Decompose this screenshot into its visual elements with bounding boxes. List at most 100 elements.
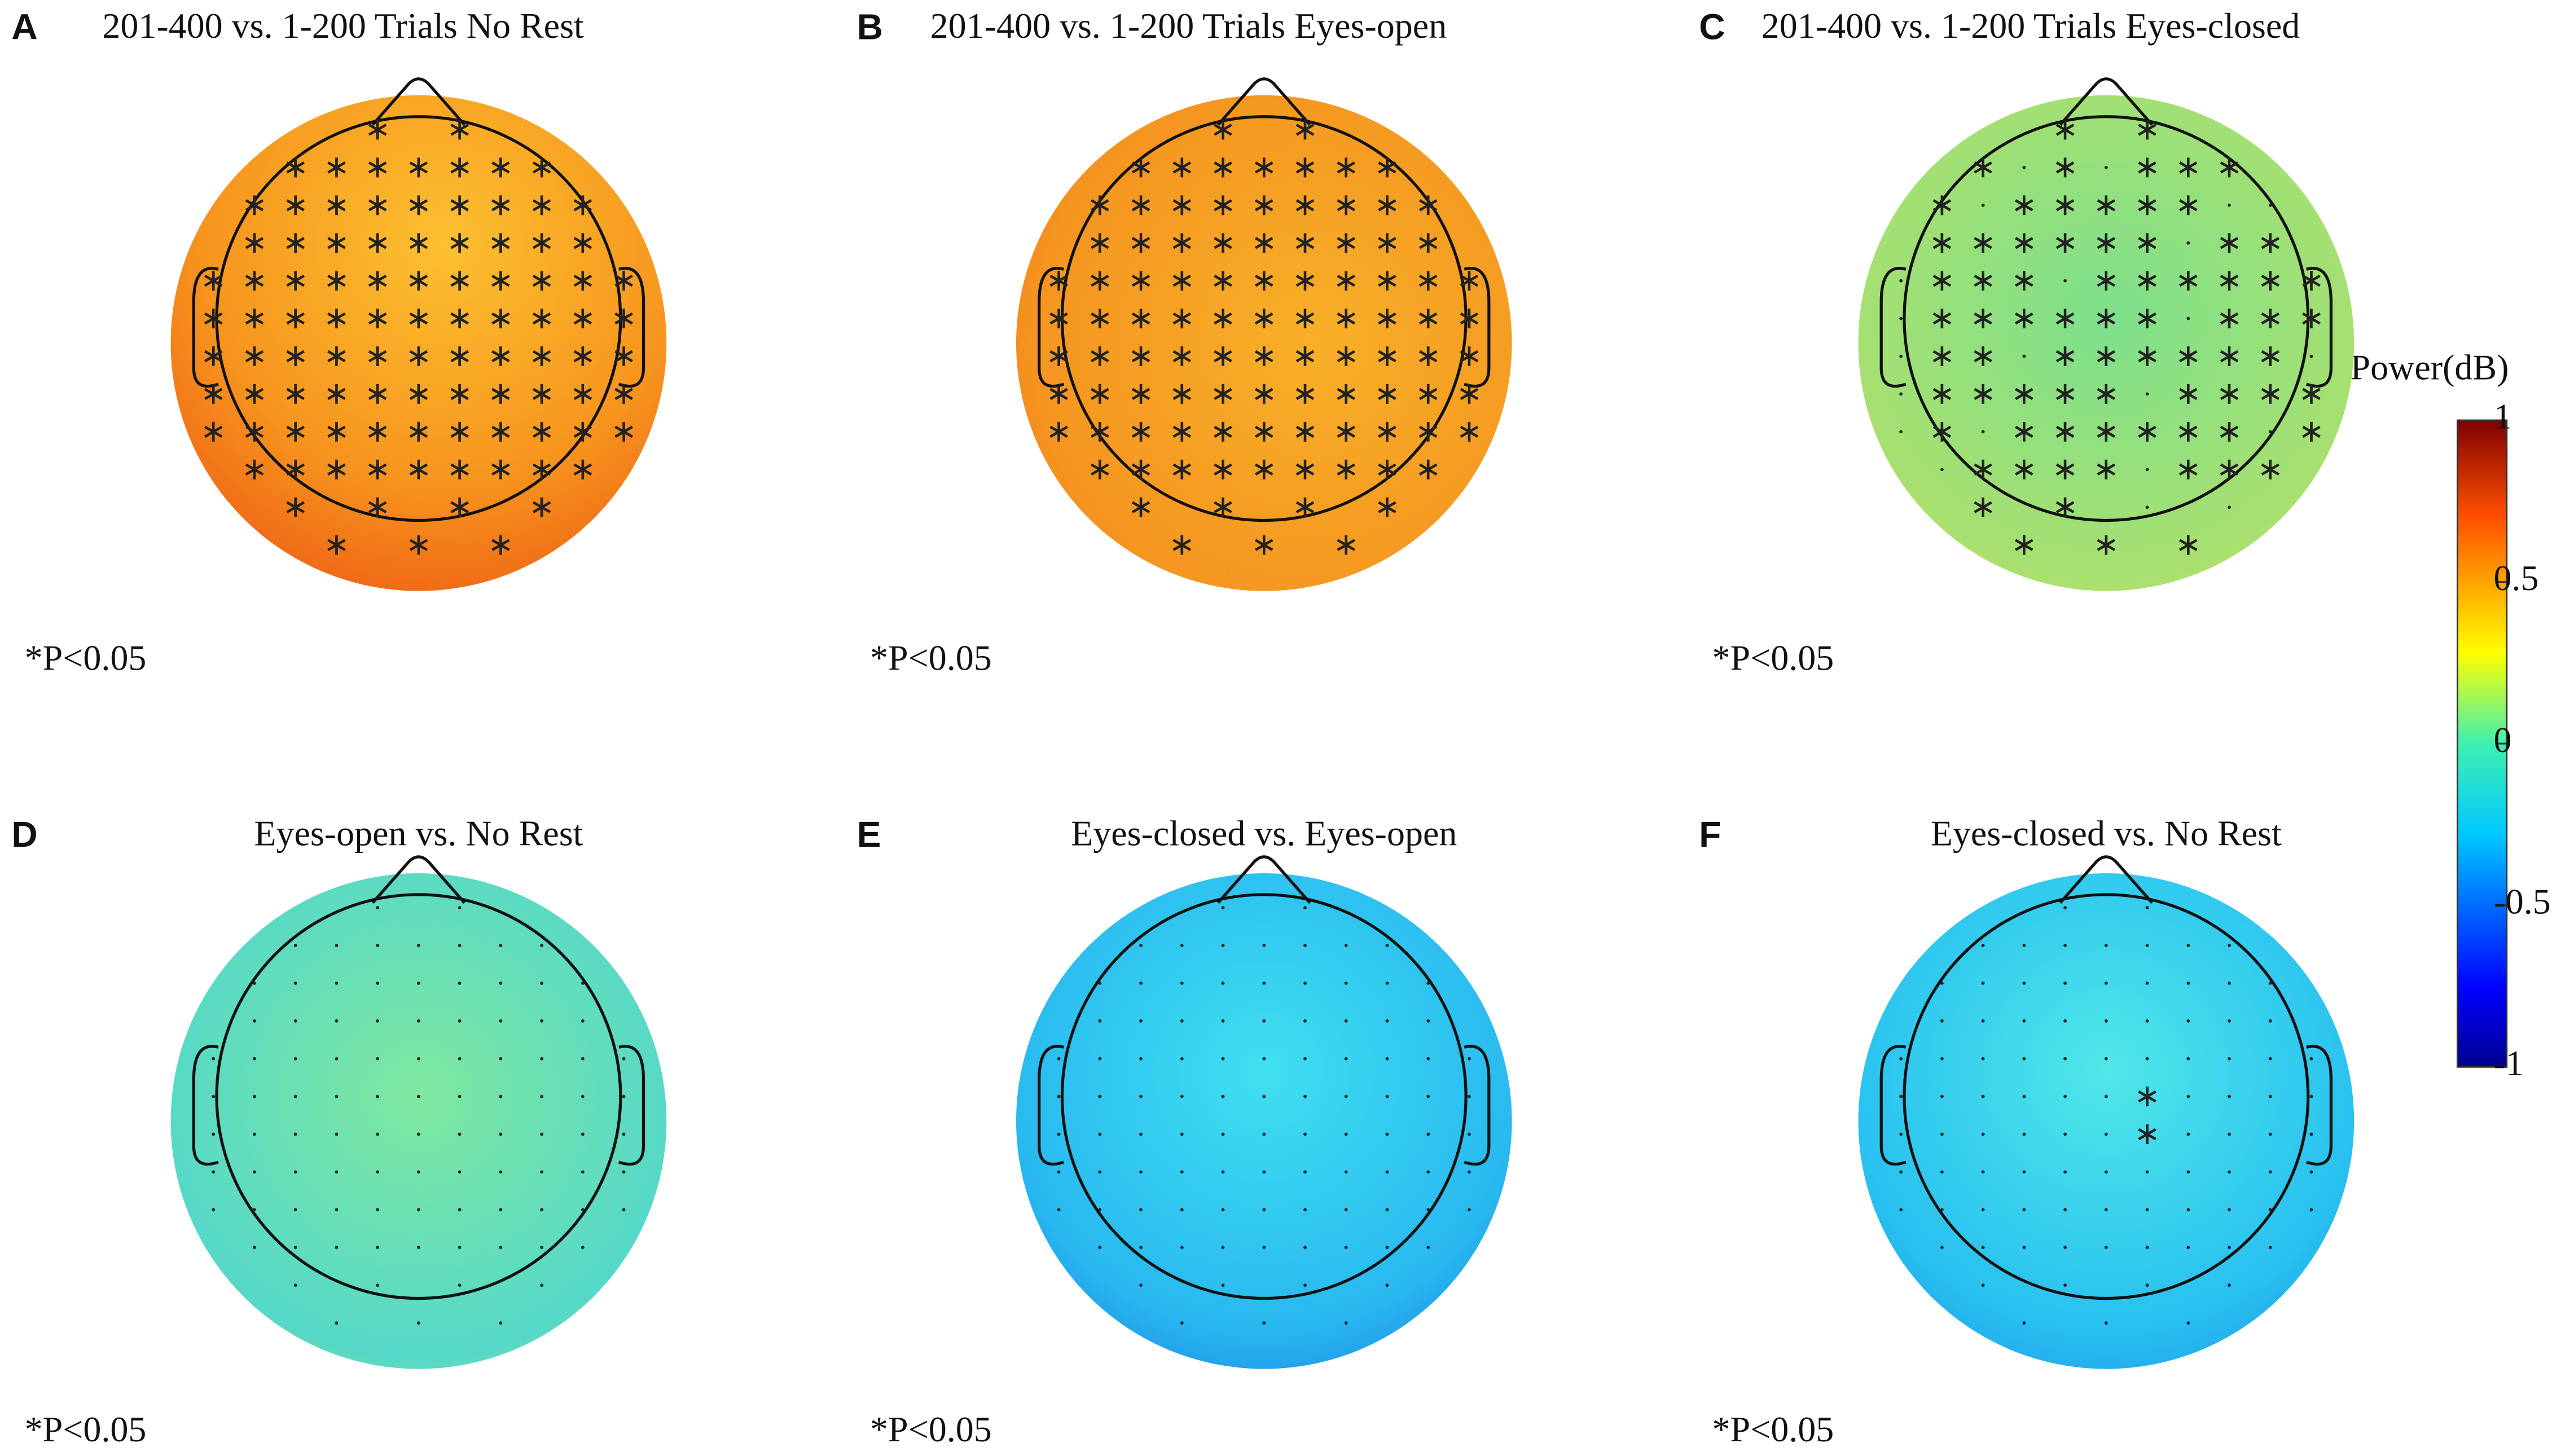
sig-stroke: [532, 161, 551, 174]
electrode: [253, 1170, 256, 1174]
sig-stroke: [2179, 388, 2198, 401]
sig-stroke: [1460, 350, 1479, 363]
sig-stroke: [1131, 199, 1150, 212]
electrode: [622, 1170, 626, 1174]
sig-marker: [1049, 346, 1068, 366]
topomap: [170, 873, 667, 1369]
electrode: [1262, 944, 1266, 947]
sig-marker: [2220, 384, 2239, 404]
electrode: [416, 1321, 420, 1325]
sig-marker: [2220, 346, 2239, 366]
sig-stroke: [286, 199, 305, 212]
sig-marker: [1172, 271, 1192, 291]
sig-stroke: [491, 274, 510, 287]
sig-marker: [2179, 157, 2198, 178]
sig-stroke: [409, 161, 428, 174]
electrode: [540, 1019, 544, 1023]
electrode: [2104, 1132, 2108, 1136]
sig-marker: [2015, 535, 2033, 555]
sig-stroke: [1378, 161, 1396, 174]
electrode: [1940, 1019, 1944, 1023]
sig-marker: [573, 195, 592, 215]
electrode: [376, 1094, 380, 1098]
sig-marker: [2138, 309, 2156, 329]
electrode: [458, 1094, 462, 1098]
electrode: [335, 1246, 339, 1250]
electrode: [1139, 1132, 1143, 1136]
sig-stroke: [1254, 274, 1273, 287]
sig-stroke: [2179, 161, 2198, 174]
sig-marker: [2179, 384, 2198, 404]
sig-marker: [2055, 157, 2075, 178]
electrode: [1221, 944, 1225, 947]
sig-stroke: [368, 463, 387, 476]
electrode: [1981, 430, 1985, 434]
sig-marker: [1378, 271, 1396, 291]
electrode: [416, 1170, 420, 1174]
sig-marker: [1932, 233, 1952, 253]
sig-stroke: [1460, 312, 1479, 325]
sig-stroke: [2055, 124, 2075, 136]
electrode: [1981, 1019, 1985, 1023]
sig-stroke: [409, 312, 428, 325]
electrode: [1057, 1208, 1061, 1212]
sig-stroke: [1091, 274, 1109, 287]
sig-marker: [532, 271, 551, 291]
sig-marker: [1337, 233, 1356, 253]
panel-title: Eyes-closed vs. No Rest: [1931, 813, 2282, 854]
electrode: [458, 1246, 462, 1250]
sig-stroke: [2179, 350, 2198, 363]
sig-marker: [614, 271, 633, 291]
sig-marker: [1974, 157, 1992, 178]
electrode: [1262, 1094, 1266, 1098]
sig-marker: [1932, 384, 1952, 404]
electrode: [2268, 1094, 2272, 1098]
sig-stroke: [1254, 199, 1273, 212]
sig-marker: [1974, 309, 1992, 329]
sig-marker: [204, 421, 223, 442]
electrode: [2228, 1170, 2231, 1174]
sig-stroke: [368, 350, 387, 363]
sig-stroke: [1337, 425, 1356, 438]
electrode: [1981, 1170, 1985, 1174]
sig-marker: [1932, 271, 1952, 291]
electrode: [2186, 1208, 2190, 1212]
electrode: [1385, 1208, 1389, 1212]
sig-marker: [573, 459, 592, 480]
sig-stroke: [2015, 312, 2033, 325]
sig-stroke: [1254, 237, 1273, 249]
electrode: [1221, 1019, 1225, 1023]
electrode: [1221, 1246, 1225, 1250]
electrode: [1303, 1019, 1307, 1023]
sig-marker: [1214, 271, 1232, 291]
electrode: [1139, 1246, 1143, 1250]
sig-stroke: [368, 501, 387, 513]
sig-stroke: [204, 350, 223, 363]
sig-marker: [286, 384, 305, 404]
sig-stroke: [532, 463, 551, 476]
sig-marker: [1460, 384, 1479, 404]
electrode: [1221, 906, 1225, 909]
sig-stroke: [1254, 539, 1273, 551]
sig-marker: [2179, 421, 2198, 442]
panel-note: *P<0.05: [25, 1409, 147, 1449]
sig-stroke: [450, 237, 469, 249]
sig-marker: [204, 346, 223, 366]
sig-stroke: [1418, 463, 1438, 476]
electrode: [1057, 1132, 1061, 1136]
sig-stroke: [532, 501, 551, 513]
electrode: [1426, 1019, 1430, 1023]
sig-marker: [2220, 233, 2239, 253]
electrode: [1940, 468, 1944, 472]
sig-stroke: [614, 274, 633, 287]
sig-stroke: [1295, 350, 1315, 363]
sig-stroke: [1337, 539, 1356, 551]
sig-stroke: [450, 312, 469, 325]
sig-marker: [491, 157, 510, 178]
electrode: [2022, 166, 2026, 169]
electrode: [2063, 906, 2067, 909]
sig-stroke: [245, 463, 264, 476]
sig-stroke: [2138, 199, 2156, 212]
sig-marker: [1378, 346, 1396, 366]
sig-stroke: [1932, 237, 1952, 249]
